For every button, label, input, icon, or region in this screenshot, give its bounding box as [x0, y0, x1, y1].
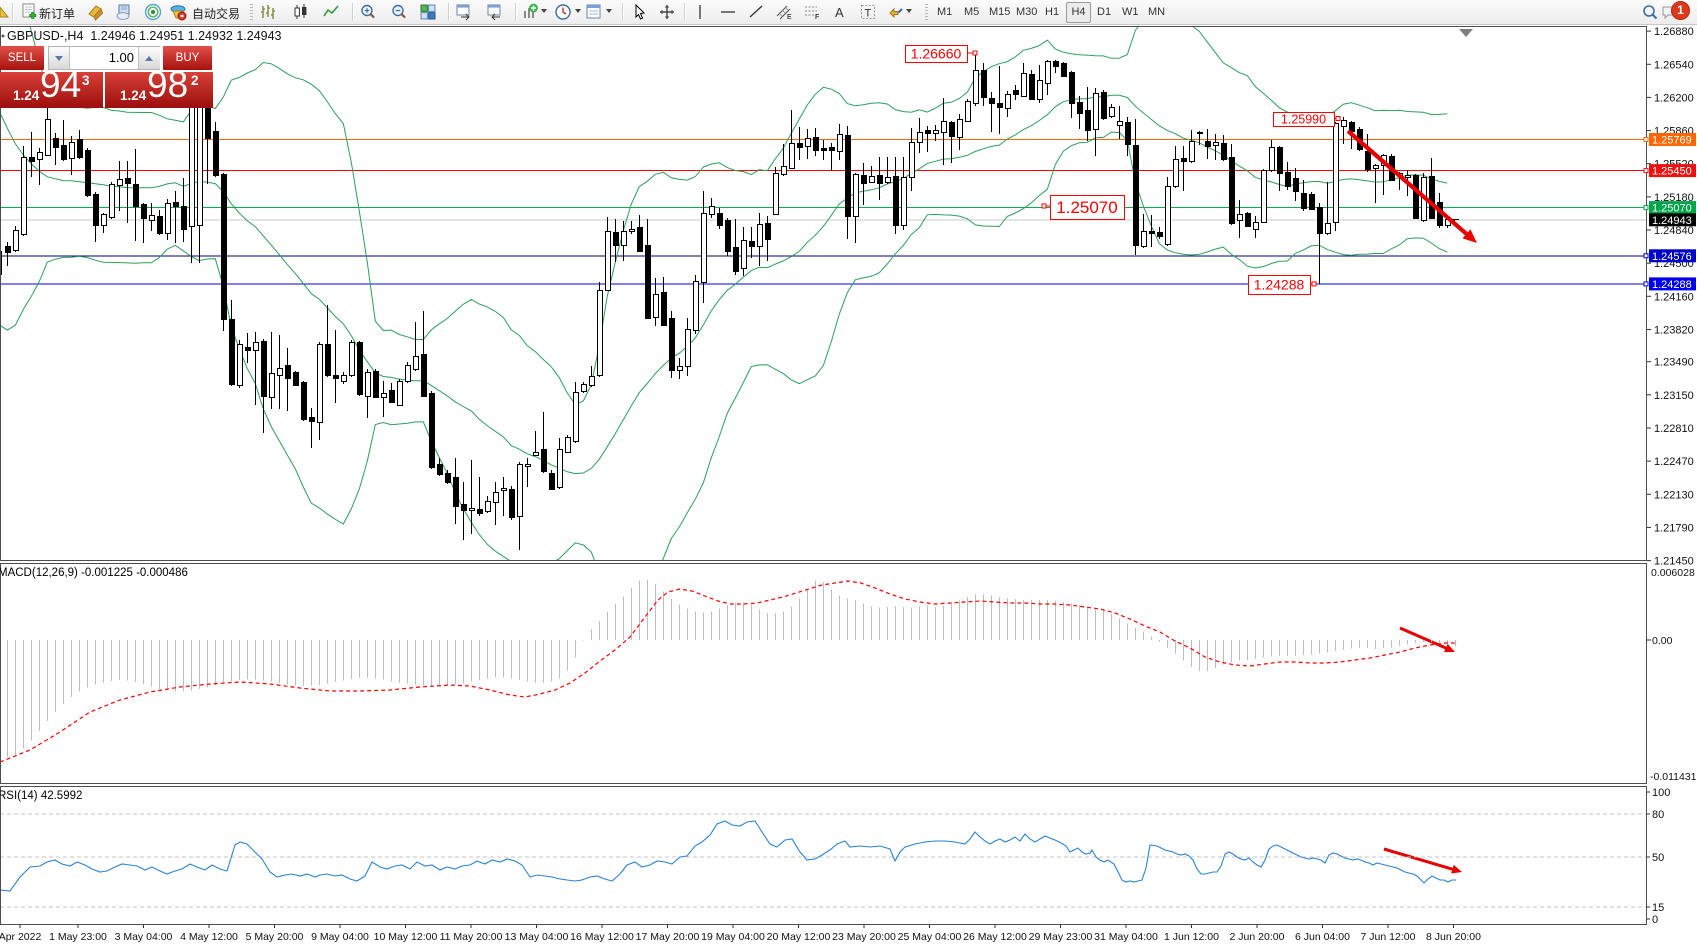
svg-text:16 May 12:00: 16 May 12:00	[570, 931, 634, 943]
svg-text:5 May 20:00: 5 May 20:00	[246, 931, 304, 943]
svg-text:1.25070: 1.25070	[1056, 198, 1117, 217]
svg-text:RSI(14) 42.5992: RSI(14) 42.5992	[0, 790, 82, 802]
svg-text:A: A	[835, 5, 844, 20]
svg-text:19 May 04:00: 19 May 04:00	[701, 931, 765, 943]
svg-text:17 May 20:00: 17 May 20:00	[636, 931, 700, 943]
svg-text:1.23150: 1.23150	[1654, 390, 1694, 402]
svg-text:8 Jun 20:00: 8 Jun 20:00	[1426, 931, 1481, 943]
svg-text:1.25990: 1.25990	[1281, 113, 1326, 127]
svg-text:100: 100	[1652, 787, 1670, 799]
svg-text:1.24288: 1.24288	[1254, 277, 1305, 293]
svg-text:10 May 12:00: 10 May 12:00	[374, 931, 438, 943]
svg-text:1.26660: 1.26660	[911, 46, 962, 62]
svg-text:-0.011431: -0.011431	[1650, 771, 1697, 783]
svg-text:23 May 20:00: 23 May 20:00	[832, 931, 896, 943]
svg-text:T: T	[865, 8, 872, 20]
svg-text:13 May 04:00: 13 May 04:00	[505, 931, 569, 943]
svg-text:1.25070: 1.25070	[1652, 203, 1692, 215]
svg-text:1.21790: 1.21790	[1654, 522, 1694, 534]
svg-text:1.24840: 1.24840	[1654, 225, 1694, 237]
svg-text:1.26880: 1.26880	[1654, 26, 1694, 38]
svg-text:2 Jun 20:00: 2 Jun 20:00	[1230, 931, 1285, 943]
svg-text:GBPUSD-,H4 1.24946 1.24951 1.: GBPUSD-,H4 1.24946 1.24951 1.24932 1.249…	[7, 29, 282, 43]
svg-text:15: 15	[1652, 902, 1664, 914]
svg-text:1.24160: 1.24160	[1654, 291, 1694, 303]
svg-text:3 May 04:00: 3 May 04:00	[115, 931, 173, 943]
svg-text:1.22130: 1.22130	[1654, 489, 1694, 501]
svg-text:1.21450: 1.21450	[1654, 556, 1694, 568]
svg-text:1 Jun 12:00: 1 Jun 12:00	[1164, 931, 1219, 943]
svg-text:11 May 20:00: 11 May 20:00	[440, 931, 503, 943]
svg-text:9 May 04:00: 9 May 04:00	[311, 931, 369, 943]
svg-text:E: E	[787, 14, 792, 21]
svg-text:1.25769: 1.25769	[1652, 135, 1692, 147]
svg-text:26 May 12:00: 26 May 12:00	[963, 931, 1027, 943]
svg-text:7 Jun 12:00: 7 Jun 12:00	[1361, 931, 1416, 943]
svg-text:80: 80	[1652, 809, 1664, 821]
svg-text:1 May 23:00: 1 May 23:00	[49, 931, 107, 943]
svg-text:0.006028: 0.006028	[1651, 567, 1695, 579]
svg-text:1.26540: 1.26540	[1654, 59, 1694, 71]
svg-text:1.26200: 1.26200	[1654, 92, 1694, 104]
svg-text:MACD(12,26,9) -0.001225 -0.000: MACD(12,26,9) -0.001225 -0.000486	[0, 567, 188, 579]
svg-text:1.25180: 1.25180	[1654, 192, 1694, 204]
svg-text:1.23490: 1.23490	[1654, 357, 1694, 369]
svg-text:1.24288: 1.24288	[1652, 279, 1692, 291]
svg-text:6 Jun 04:00: 6 Jun 04:00	[1295, 931, 1350, 943]
svg-text:1.24943: 1.24943	[1652, 215, 1692, 227]
svg-text:1.22470: 1.22470	[1654, 456, 1694, 468]
svg-text:1.23820: 1.23820	[1654, 325, 1694, 337]
svg-text:0.00: 0.00	[1652, 635, 1673, 647]
svg-text:50: 50	[1652, 852, 1664, 864]
svg-text:31 May 04:00: 31 May 04:00	[1094, 931, 1158, 943]
svg-text:1.22810: 1.22810	[1654, 423, 1694, 435]
svg-text:1.25450: 1.25450	[1652, 166, 1692, 178]
svg-text:25 May 04:00: 25 May 04:00	[898, 931, 962, 943]
svg-text:F: F	[815, 14, 819, 21]
svg-text:29 May 23:00: 29 May 23:00	[1029, 931, 1093, 943]
svg-text:20 May 12:00: 20 May 12:00	[767, 931, 831, 943]
svg-text:4 May 12:00: 4 May 12:00	[180, 931, 238, 943]
svg-text:1.24576: 1.24576	[1652, 251, 1692, 263]
svg-text:Apr 2022: Apr 2022	[0, 931, 41, 943]
svg-text:0: 0	[1652, 914, 1658, 926]
